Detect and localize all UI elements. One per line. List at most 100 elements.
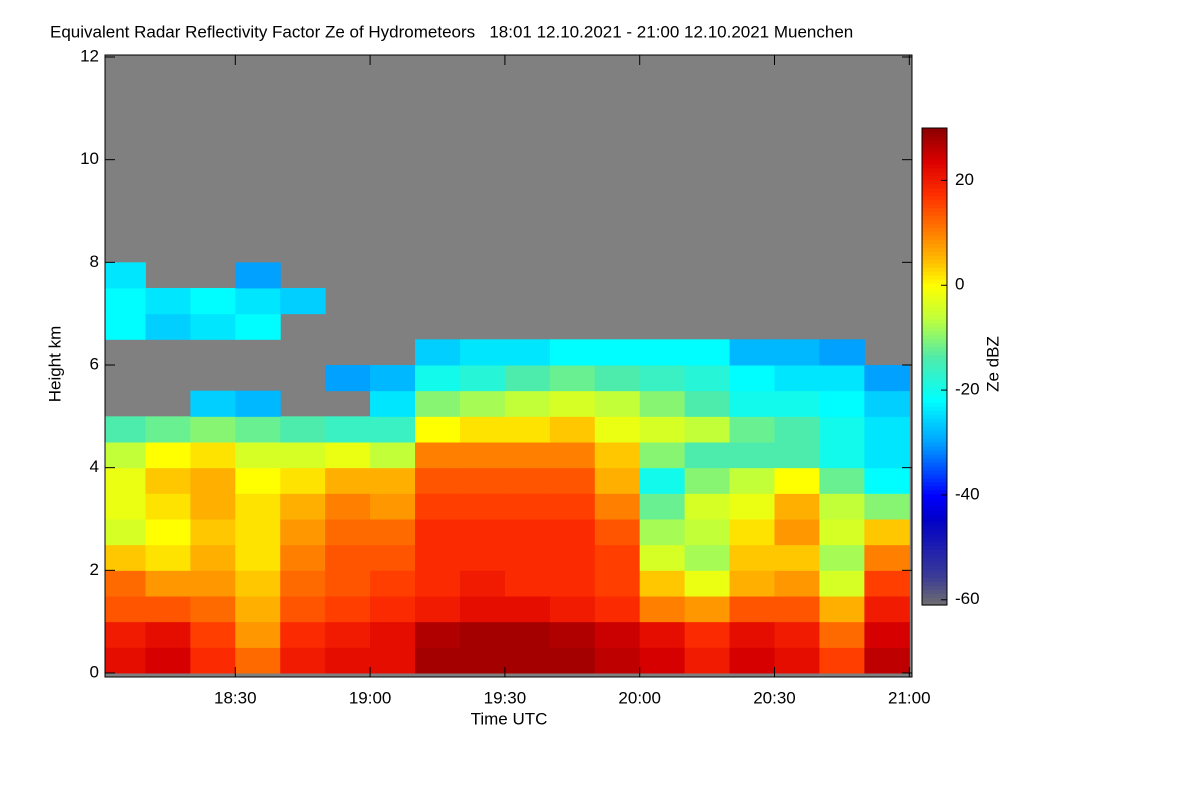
heatmap-cell <box>235 390 281 417</box>
colorbar-strip <box>922 378 947 383</box>
colorbar-strip <box>922 211 947 217</box>
colorbar-strip <box>922 426 947 431</box>
heatmap-cell <box>639 365 686 392</box>
heatmap-cell <box>639 442 686 469</box>
colorbar-strip <box>922 358 947 364</box>
heatmap-cell <box>370 621 416 648</box>
colorbar-strip <box>922 601 947 606</box>
colorbar-strip <box>922 207 947 213</box>
heatmap-cell <box>370 519 416 546</box>
heatmap-cell <box>819 467 865 494</box>
heatmap-cell <box>594 339 641 366</box>
colorbar-strip <box>922 314 947 320</box>
heatmap-cell <box>729 621 776 648</box>
heatmap-cell <box>370 544 416 571</box>
heatmap-cell <box>145 647 191 674</box>
heatmap-cell <box>145 313 191 340</box>
heatmap-cell <box>549 493 596 520</box>
colorbar-strip <box>922 402 947 407</box>
heatmap-cell <box>105 621 146 648</box>
colorbar-strip <box>922 362 947 368</box>
heatmap-cell <box>684 647 731 674</box>
colorbar-strip <box>922 219 947 224</box>
heatmap-cell <box>325 596 371 623</box>
heatmap-cell <box>370 596 416 623</box>
y-tick-label: 6 <box>90 354 99 373</box>
heatmap-cell <box>235 519 281 546</box>
heatmap-cell <box>190 596 236 623</box>
heatmap-cell <box>594 365 641 392</box>
heatmap-cell <box>594 416 641 443</box>
heatmap-cell <box>105 416 146 443</box>
heatmap-cell <box>864 544 910 571</box>
heatmap-cell <box>684 596 731 623</box>
y-tick-label: 2 <box>90 560 99 579</box>
colorbar-strip <box>922 342 947 348</box>
colorbar-strip <box>922 569 947 574</box>
colorbar-strip <box>922 255 947 260</box>
heatmap-cell <box>504 544 551 571</box>
heatmap-cell <box>774 544 820 571</box>
colorbar-strip <box>922 509 947 515</box>
heatmap-cell <box>864 442 910 469</box>
colorbar-strip <box>922 215 947 221</box>
heatmap-cell <box>774 416 820 443</box>
colorbar-strip <box>922 179 947 185</box>
colorbar-strip <box>922 382 947 387</box>
x-tick-label: 18:30 <box>214 688 257 707</box>
heatmap-cell <box>819 442 865 469</box>
heatmap-cell <box>549 621 596 648</box>
heatmap-cell <box>594 442 641 469</box>
heatmap-cell <box>415 493 461 520</box>
heatmap-cell <box>504 493 551 520</box>
heatmap-cell <box>325 442 371 469</box>
heatmap-cell <box>549 390 596 417</box>
x-tick-label: 21:00 <box>888 688 931 707</box>
colorbar-strip <box>922 366 947 372</box>
heatmap-cell <box>415 570 461 597</box>
heatmap-cell <box>864 467 910 494</box>
colorbar-strip <box>922 243 947 248</box>
heatmap-cell <box>190 519 236 546</box>
colorbar-strip <box>922 128 947 133</box>
heatmap-cell <box>684 544 731 571</box>
colorbar-strip <box>922 151 947 157</box>
heatmap-cell <box>459 467 506 494</box>
colorbar-strip <box>922 195 947 201</box>
colorbar-strip <box>922 239 947 244</box>
colorbar-tick-label: -20 <box>955 380 980 399</box>
colorbar-strip <box>922 525 947 531</box>
heatmap-cell <box>594 621 641 648</box>
colorbar-strip <box>922 386 947 391</box>
heatmap-cell <box>729 519 776 546</box>
heatmap-cell <box>504 519 551 546</box>
heatmap-cell <box>549 647 596 674</box>
heatmap-cell <box>325 365 371 392</box>
heatmap-cell <box>105 570 146 597</box>
heatmap-cell <box>280 288 326 315</box>
heatmap-cell <box>459 416 506 443</box>
heatmap-cell <box>235 570 281 597</box>
heatmap-cell <box>504 390 551 417</box>
heatmap-cell <box>819 621 865 648</box>
colorbar-strip <box>922 446 947 451</box>
heatmap-cell <box>594 647 641 674</box>
heatmap-cell <box>639 339 686 366</box>
colorbar-strip <box>922 449 947 455</box>
heatmap-cell <box>819 519 865 546</box>
heatmap-cell <box>504 570 551 597</box>
colorbar-strip <box>922 338 947 344</box>
colorbar-frame <box>921 127 948 606</box>
colorbar-strip <box>922 159 947 165</box>
heatmap-cell <box>459 544 506 571</box>
x-axis-label: Time UTC <box>471 709 548 728</box>
colorbar-strip <box>922 537 947 542</box>
heatmap-cell <box>415 339 461 366</box>
colorbar-strip <box>922 191 947 197</box>
heatmap-cell <box>684 467 731 494</box>
heatmap-cell <box>459 596 506 623</box>
heatmap-cell <box>190 390 236 417</box>
heatmap-cell <box>684 339 731 366</box>
colorbar-strip <box>922 370 947 376</box>
